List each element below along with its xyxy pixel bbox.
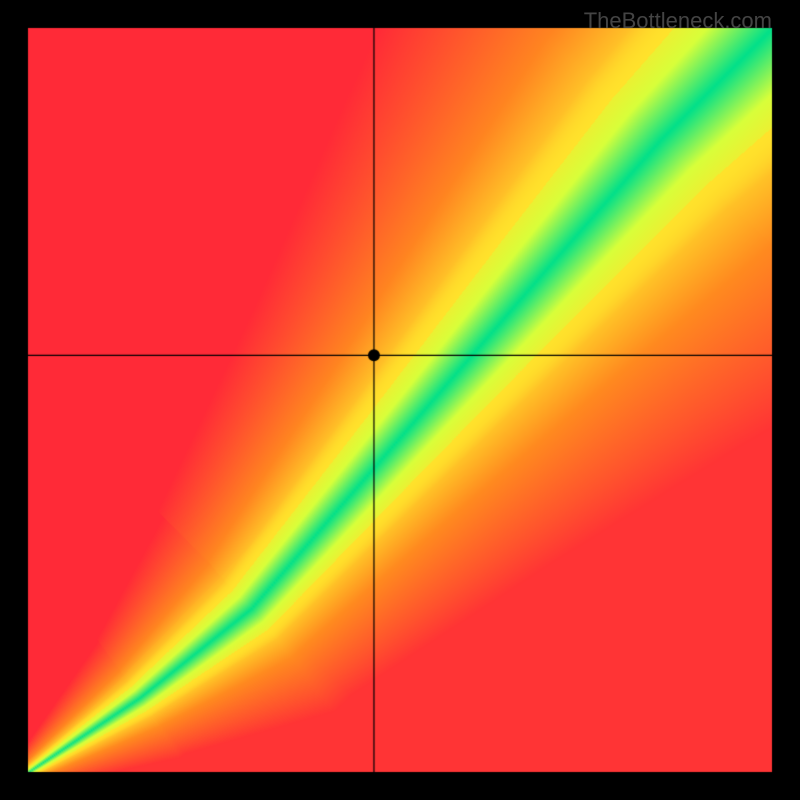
bottleneck-heatmap (0, 0, 800, 800)
watermark-text: TheBottleneck.com (584, 8, 772, 34)
chart-container: TheBottleneck.com (0, 0, 800, 800)
